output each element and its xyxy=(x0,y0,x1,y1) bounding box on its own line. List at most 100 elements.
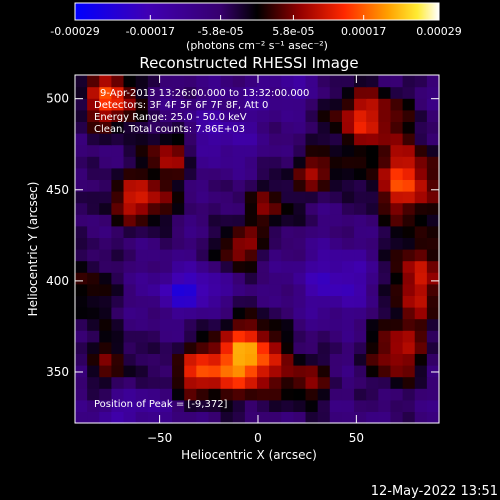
heatmap-cell xyxy=(172,341,185,354)
heatmap-cell xyxy=(390,411,404,424)
heatmap-cell xyxy=(426,202,440,215)
heatmap-cell xyxy=(317,353,331,366)
heatmap-cell xyxy=(257,318,270,331)
heatmap-cell xyxy=(329,307,343,320)
heatmap-cell xyxy=(111,307,125,320)
heatmap-cell xyxy=(232,179,246,192)
heatmap-cell xyxy=(123,144,137,157)
heatmap-cell xyxy=(232,399,246,412)
heatmap-cell xyxy=(75,388,88,401)
heatmap-cell xyxy=(123,376,137,389)
heatmap-cell xyxy=(329,191,343,204)
colorbar: -0.00029 -0.00017 -5.8e-05 5.8e-05 0.00017 0.… xyxy=(50,2,462,52)
heatmap-cell xyxy=(87,191,100,204)
heatmap-cell xyxy=(196,399,210,412)
heatmap-cell xyxy=(208,399,222,412)
heatmap-cell xyxy=(293,353,307,366)
heatmap-cell xyxy=(159,144,173,157)
heatmap-cell xyxy=(99,318,112,331)
heatmap-cell xyxy=(305,399,319,412)
heatmap-cell xyxy=(402,388,416,401)
heatmap-cell xyxy=(366,365,379,378)
heatmap-cell xyxy=(196,249,210,262)
heatmap-cell xyxy=(147,283,161,296)
heatmap-cell xyxy=(244,75,258,88)
heatmap-cell xyxy=(232,341,246,354)
heatmap-cell xyxy=(269,86,282,99)
heatmap-cell xyxy=(123,307,137,320)
heatmap-cell xyxy=(366,179,379,192)
heatmap-cell xyxy=(281,156,294,169)
heatmap-cell xyxy=(426,98,440,111)
heatmap-cell xyxy=(329,283,343,296)
heatmap-cell xyxy=(87,318,100,331)
heatmap-cell xyxy=(159,214,173,227)
heatmap-cell xyxy=(426,388,440,401)
heatmap-cell xyxy=(426,307,440,320)
heatmap-cell xyxy=(329,353,343,366)
heatmap-cell xyxy=(196,365,210,378)
heatmap-cell xyxy=(244,98,258,111)
heatmap-cell xyxy=(147,272,161,285)
heatmap-cell xyxy=(244,341,258,354)
heatmap-cell xyxy=(172,237,185,250)
heatmap-cell xyxy=(426,341,440,354)
heatmap-cell xyxy=(329,225,343,238)
heatmap-cell xyxy=(305,214,319,227)
heatmap-cell xyxy=(402,341,416,354)
heatmap-cell xyxy=(366,167,379,180)
heatmap-cell xyxy=(329,179,343,192)
heatmap-cell xyxy=(269,109,282,122)
heatmap-cell xyxy=(99,121,112,134)
heatmap-cell xyxy=(402,156,416,169)
heatmap-cell xyxy=(402,133,416,146)
heatmap-cell xyxy=(281,121,294,134)
heatmap-cell xyxy=(172,179,185,192)
heatmap-cell xyxy=(172,133,185,146)
heatmap-cell xyxy=(317,260,331,273)
heatmap-cell xyxy=(232,121,246,134)
heatmap-cell xyxy=(341,133,355,146)
heatmap-cell xyxy=(329,167,343,180)
heatmap-cell xyxy=(390,133,404,146)
heatmap-cell xyxy=(269,75,282,88)
heatmap-cell xyxy=(354,341,367,354)
heatmap-cell xyxy=(220,133,234,146)
heatmap-cell xyxy=(426,167,440,180)
heatmap-cell xyxy=(75,365,88,378)
heatmap-cell xyxy=(99,249,112,262)
heatmap-cell xyxy=(257,156,270,169)
heatmap-cell xyxy=(341,214,355,227)
heatmap-cell xyxy=(402,399,416,412)
heatmap-cell xyxy=(281,318,294,331)
heatmap-cell xyxy=(75,75,88,88)
heatmap-cell xyxy=(293,365,307,378)
heatmap-cell xyxy=(293,75,307,88)
heatmap-cell xyxy=(111,156,125,169)
heatmap-cell xyxy=(317,272,331,285)
heatmap-cell xyxy=(281,307,294,320)
annotation-detectors: Detectors: 3F 4F 5F 6F 7F 8F, Att 0 xyxy=(94,100,268,111)
heatmap-cell xyxy=(354,376,367,389)
heatmap-cell xyxy=(135,295,149,308)
heatmap-cell xyxy=(305,283,319,296)
heatmap-cell xyxy=(426,272,440,285)
heatmap-cell xyxy=(244,202,258,215)
heatmap-cell xyxy=(426,86,440,99)
heatmap-cell xyxy=(135,341,149,354)
heatmap-cell xyxy=(293,330,307,343)
annotation-time: 9-Apr-2013 13:26:00.000 to 13:32:00.000 xyxy=(100,88,309,99)
heatmap-cell xyxy=(208,283,222,296)
heatmap-cell xyxy=(123,295,137,308)
heatmap-cell xyxy=(232,376,246,389)
heatmap-cell xyxy=(172,411,185,424)
heatmap-cell xyxy=(390,249,404,262)
heatmap-cell xyxy=(390,365,404,378)
heatmap-cell xyxy=(172,167,185,180)
heatmap-cell xyxy=(341,388,355,401)
heatmap-cell xyxy=(99,341,112,354)
heatmap-cell xyxy=(317,167,331,180)
heatmap-cell xyxy=(196,307,210,320)
heatmap-cell xyxy=(378,318,392,331)
heatmap-cell xyxy=(329,214,343,227)
